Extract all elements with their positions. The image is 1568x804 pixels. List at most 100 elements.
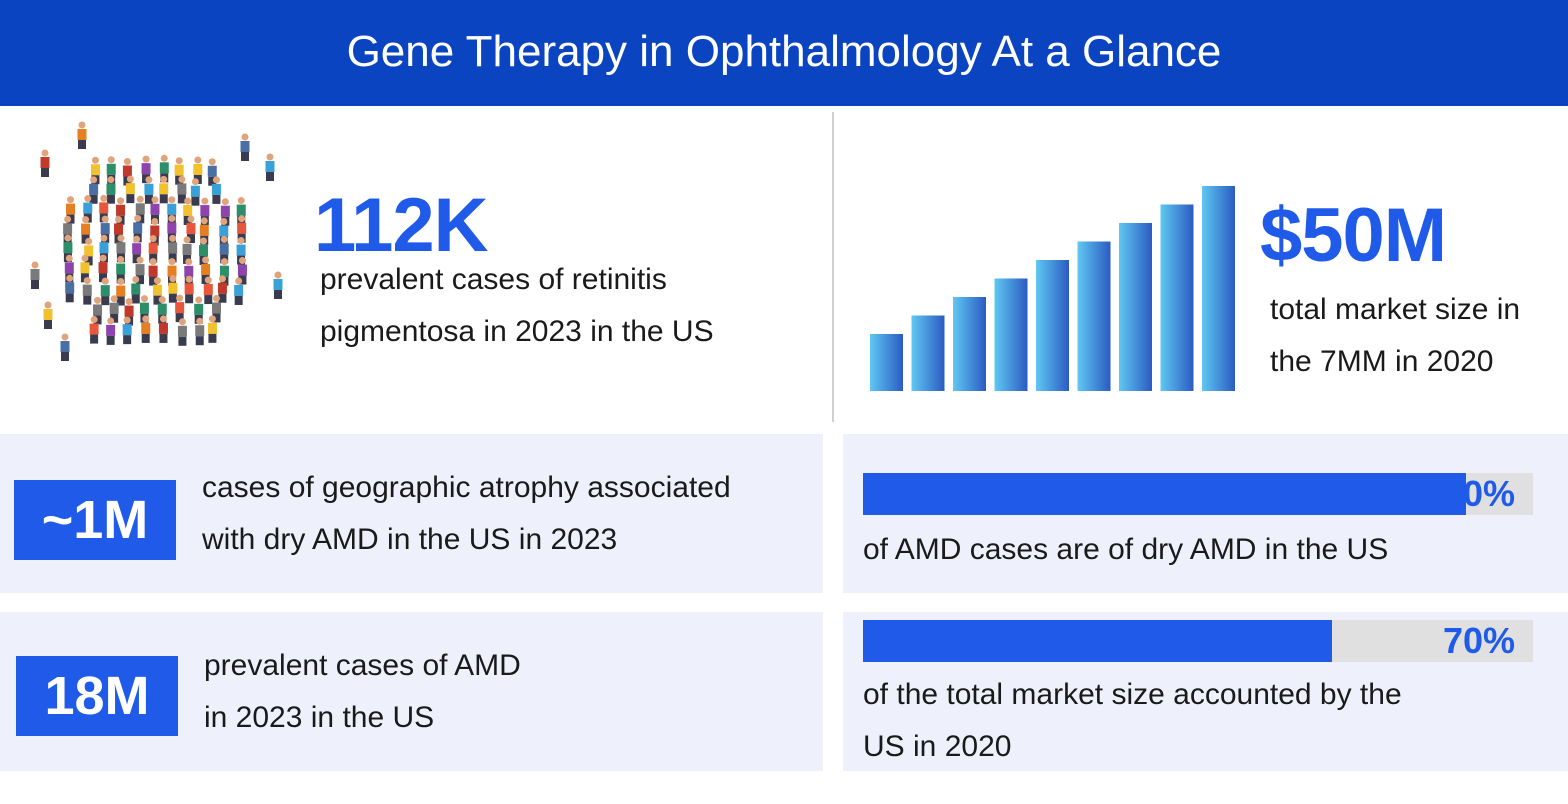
body (219, 225, 229, 237)
person-icon (195, 317, 205, 346)
head (133, 235, 141, 243)
body (168, 282, 178, 294)
person-icon (177, 175, 187, 204)
head (31, 261, 39, 269)
legs (183, 215, 192, 225)
head (200, 237, 208, 245)
body (194, 303, 204, 315)
body (177, 325, 187, 337)
person-icon (186, 215, 196, 244)
icon-bar (911, 315, 945, 391)
body (63, 223, 73, 235)
body (99, 202, 109, 214)
head (41, 149, 49, 157)
stat-text: prevalent cases of AMD in 2023 in the US (204, 640, 521, 744)
stat-figure: 18M (16, 656, 178, 736)
progress-fill (863, 473, 1466, 515)
legs (159, 333, 168, 343)
progress-track: 70% (863, 620, 1533, 662)
person-icon (175, 294, 185, 323)
text-line: prevalent cases of AMD (204, 649, 521, 682)
body (122, 324, 132, 336)
head (168, 215, 176, 223)
legs (234, 295, 243, 305)
head (101, 277, 109, 285)
head (274, 271, 282, 279)
person-icon (148, 258, 158, 286)
head (238, 215, 246, 223)
legs (123, 335, 132, 345)
body (98, 262, 108, 274)
head (221, 198, 229, 206)
body (157, 303, 167, 315)
person-icon (183, 197, 193, 225)
stat-figure: 112K (314, 183, 488, 268)
legs (41, 168, 49, 177)
body (236, 244, 246, 256)
person-icon (131, 275, 141, 304)
stat-figure: ~1M (14, 480, 176, 560)
head (160, 175, 168, 183)
head (84, 195, 92, 203)
body (106, 324, 116, 336)
person-icon (89, 316, 99, 344)
body (89, 323, 99, 335)
legs (212, 313, 221, 323)
legs (61, 352, 69, 361)
divider (832, 112, 834, 422)
body (106, 163, 116, 175)
legs (218, 293, 227, 303)
head (168, 196, 176, 204)
head (107, 156, 115, 164)
body (90, 164, 100, 176)
body (135, 264, 145, 276)
body (152, 284, 162, 296)
legs (132, 254, 141, 264)
stat-figure: $50M (1260, 193, 1447, 278)
legs (195, 336, 204, 346)
body (30, 269, 40, 280)
head (78, 121, 86, 129)
head (99, 254, 107, 262)
person-icon (159, 175, 169, 204)
head (136, 256, 144, 264)
icon-bar (1202, 186, 1235, 391)
person-icon (212, 294, 222, 323)
head (175, 157, 183, 165)
percent-label: 70% (1442, 620, 1515, 661)
person-icon (207, 315, 217, 343)
head (183, 236, 191, 244)
body (237, 264, 247, 276)
head (159, 315, 167, 323)
head (126, 175, 134, 183)
body (167, 222, 177, 234)
person-icon (43, 301, 53, 329)
body (195, 325, 205, 337)
text-line: pigmentosa in 2023 in the US (320, 315, 714, 348)
person-icon (77, 121, 87, 149)
legs (185, 294, 194, 304)
head (142, 315, 150, 323)
body (135, 203, 145, 215)
head (61, 333, 69, 341)
icon-bar (1160, 204, 1194, 391)
body (116, 263, 126, 275)
person-icon (30, 261, 40, 289)
person-icon (203, 276, 213, 305)
head (169, 234, 177, 242)
body (175, 302, 185, 314)
legs (89, 194, 98, 204)
body (200, 205, 210, 217)
body (184, 265, 194, 277)
head (149, 258, 157, 266)
head (220, 235, 228, 243)
person-icon (106, 176, 116, 204)
head (151, 196, 159, 204)
body (124, 305, 134, 317)
text-line: prevalent cases of retinitis (320, 263, 667, 296)
body (236, 204, 246, 216)
person-icon (60, 333, 70, 361)
legs (175, 313, 184, 323)
body (234, 284, 244, 296)
person-icon (158, 315, 168, 343)
